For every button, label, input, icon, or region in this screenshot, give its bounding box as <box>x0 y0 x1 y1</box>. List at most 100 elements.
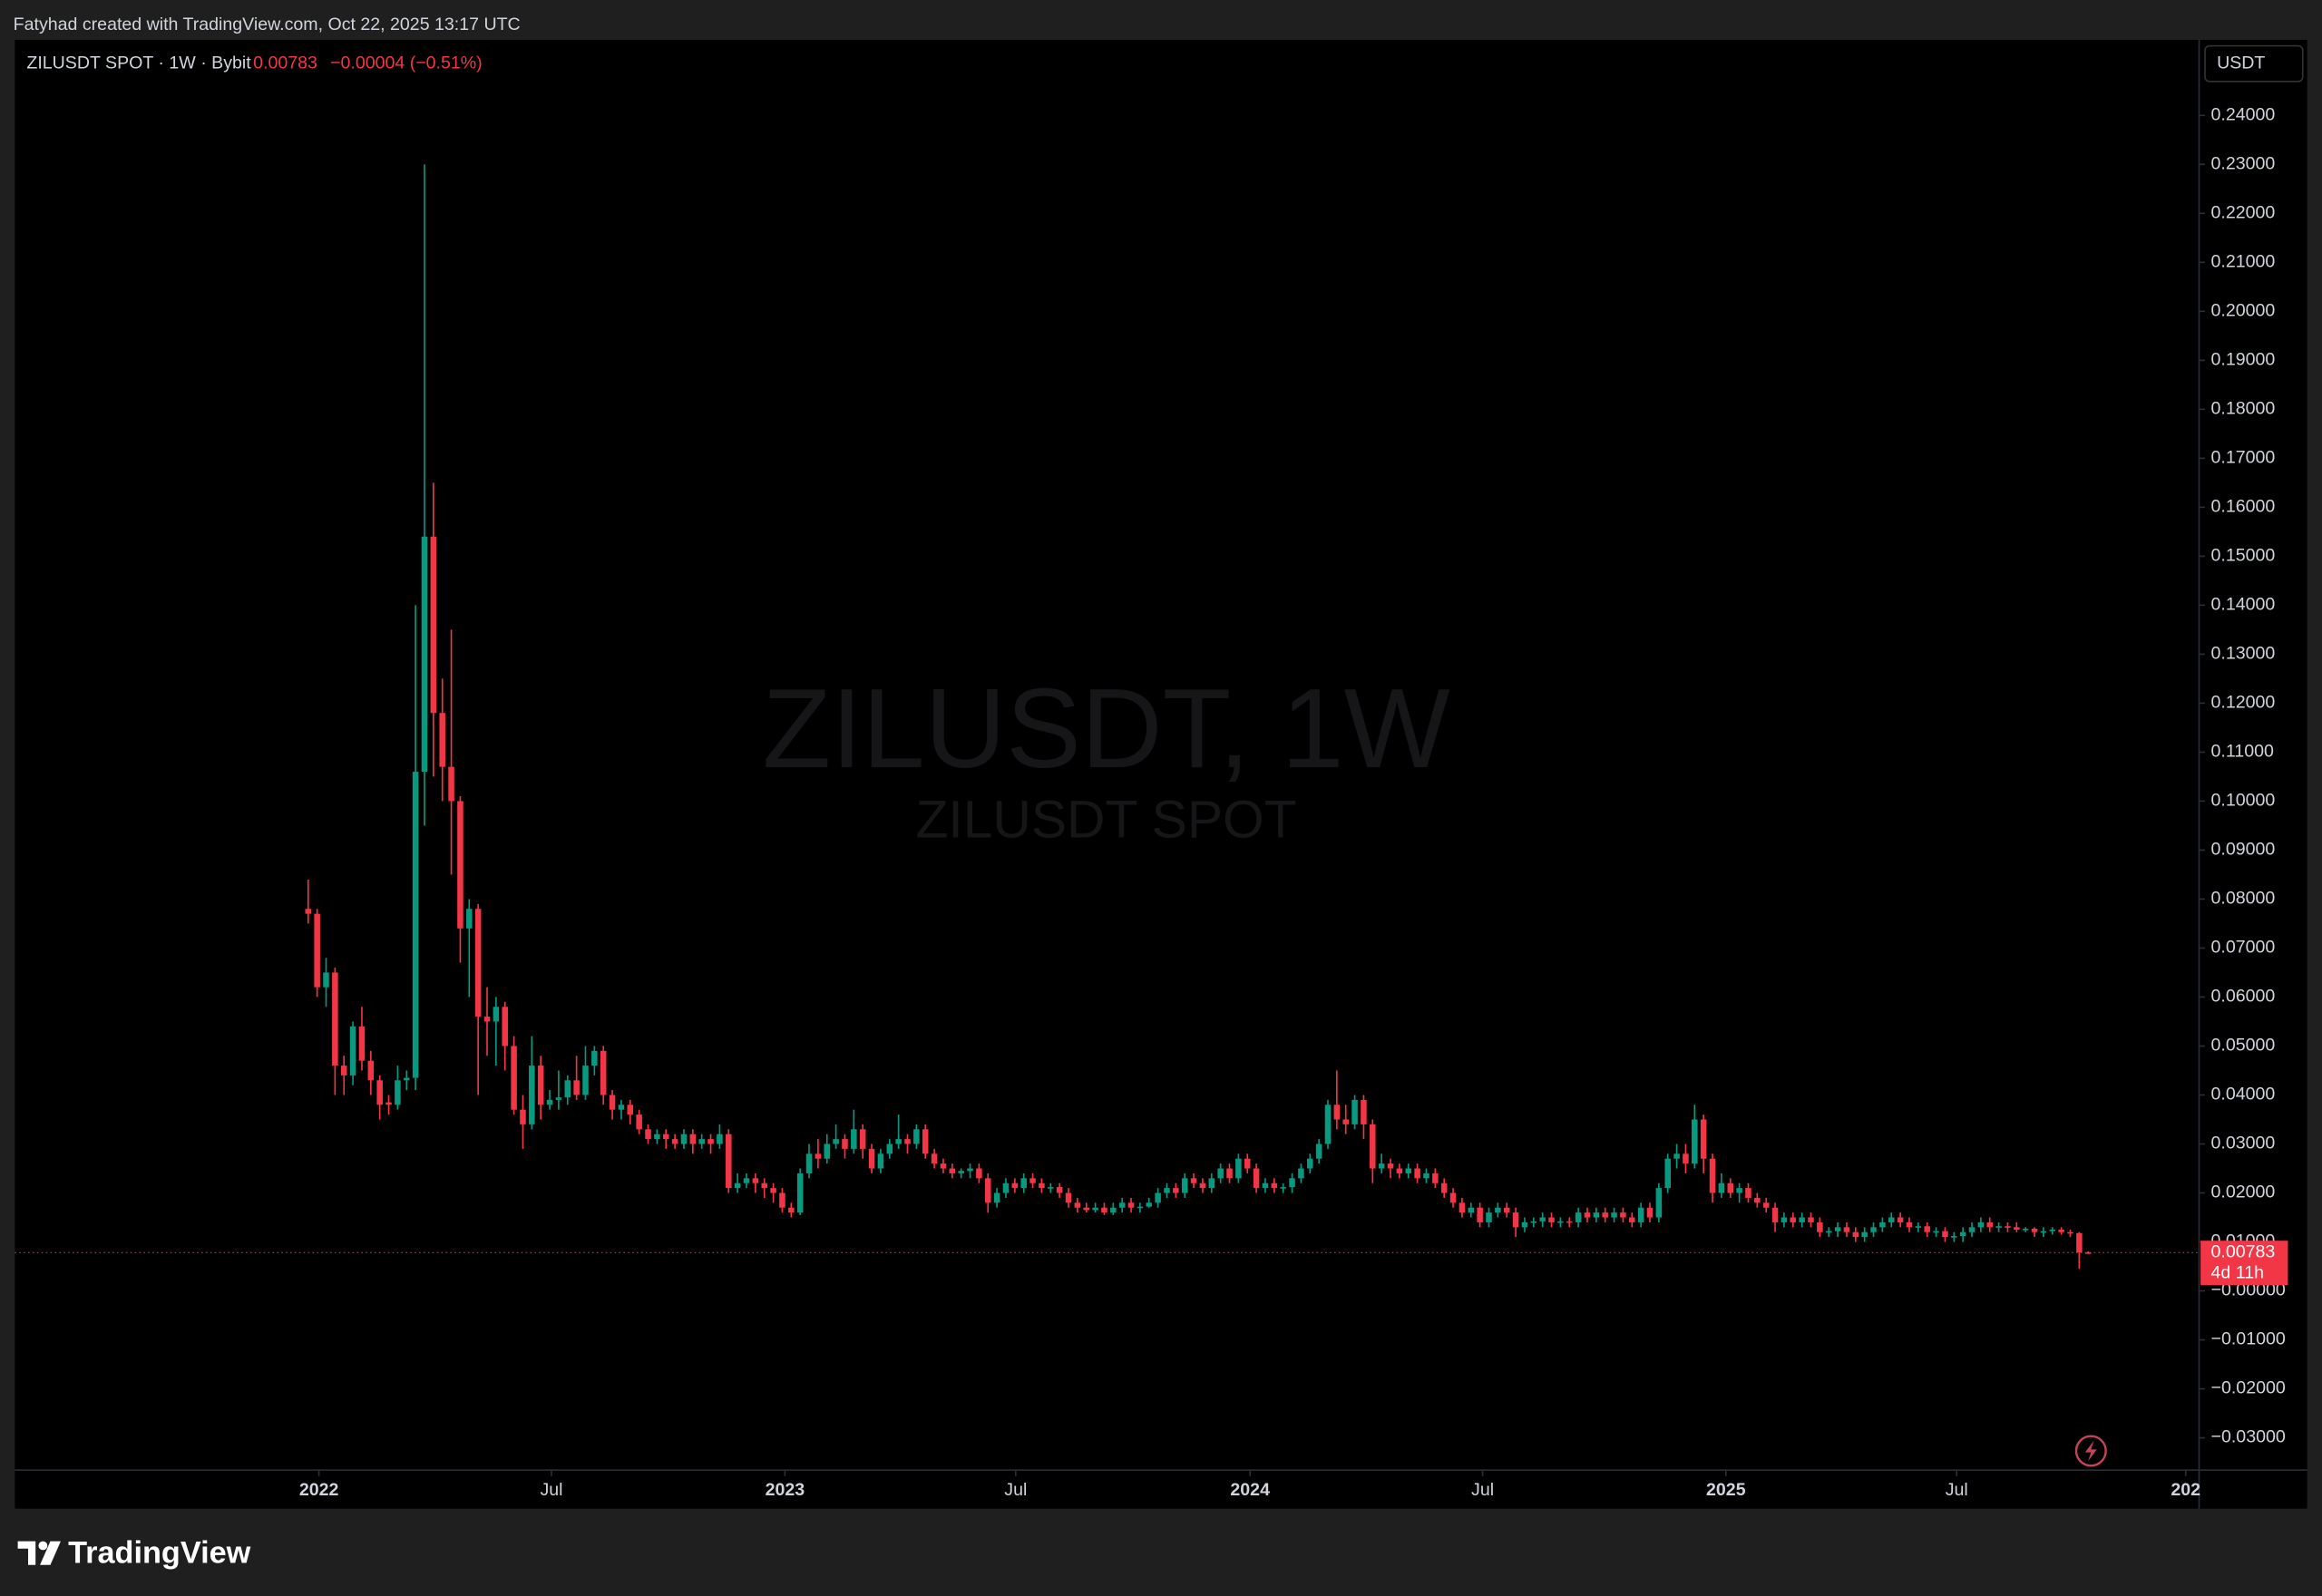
candle-body <box>367 1060 375 1081</box>
candle-body <box>609 1095 616 1110</box>
candle-body <box>1861 1231 1868 1238</box>
candle-body <box>984 1178 991 1203</box>
candle-body <box>529 1066 535 1124</box>
candle-body <box>726 1134 732 1189</box>
logo-mark <box>17 1541 36 1565</box>
y-tick-label: 0.15000 <box>2211 546 2276 566</box>
y-tick-label: 0.10000 <box>2211 791 2276 811</box>
candle-body <box>1280 1187 1286 1189</box>
candle-body <box>555 1097 562 1100</box>
candle-body <box>1790 1217 1797 1222</box>
candle-body <box>1602 1212 1608 1218</box>
candle-body <box>1906 1221 1913 1228</box>
y-tick-label: 0.03000 <box>2211 1134 2276 1153</box>
y-tick-label: 0.11000 <box>2211 742 2274 762</box>
candle-body <box>1118 1202 1126 1208</box>
candle-body <box>1799 1217 1805 1222</box>
candle-body <box>1620 1212 1626 1218</box>
candle-body <box>1298 1168 1304 1179</box>
candle-body <box>582 1066 589 1095</box>
y-tick-label: 0.14000 <box>2211 595 2276 615</box>
candle-body <box>1683 1153 1689 1164</box>
candle-body <box>833 1139 839 1144</box>
candle-body <box>1262 1182 1269 1189</box>
candle-body <box>770 1188 776 1193</box>
candle-body <box>600 1050 607 1095</box>
candle-body <box>1593 1212 1600 1218</box>
candle-body <box>1512 1212 1519 1228</box>
candle-body <box>689 1134 697 1144</box>
candle-body <box>1843 1227 1850 1232</box>
candle-body <box>636 1114 642 1130</box>
candle-body <box>967 1168 973 1172</box>
candle-body <box>1924 1226 1930 1232</box>
candle-body <box>1584 1212 1591 1218</box>
candle-body <box>976 1168 982 1179</box>
candle-body <box>1692 1119 1698 1164</box>
currency-box[interactable] <box>2204 44 2304 83</box>
candle-body <box>2005 1226 2011 1228</box>
candle-body <box>1557 1221 1564 1223</box>
candle-body <box>457 801 463 929</box>
alert-icon-bolt <box>2084 1440 2097 1462</box>
candle-body <box>1387 1163 1394 1169</box>
candle-body <box>1995 1226 2002 1228</box>
candle-body <box>1888 1217 1895 1222</box>
candle-body <box>743 1178 750 1183</box>
y-tick-label: 0.02000 <box>2211 1182 2276 1202</box>
candle-body <box>886 1143 893 1154</box>
candle-body <box>1611 1212 1617 1218</box>
credit: Fatyhad created with TradingView.com, Oc… <box>14 15 521 34</box>
candle-body <box>591 1050 598 1066</box>
candle-body <box>949 1168 956 1173</box>
candle-body <box>502 1007 508 1046</box>
candle-body <box>824 1143 830 1159</box>
y-tick-label: −0.02000 <box>2211 1378 2286 1398</box>
candle-body <box>1307 1158 1313 1169</box>
candle-body <box>1664 1158 1671 1189</box>
candle-body <box>1968 1227 1976 1232</box>
logo-mark-dot <box>38 1541 48 1551</box>
candle-body <box>358 1026 366 1061</box>
candle-body <box>1101 1207 1107 1213</box>
y-tick-label: 0.23000 <box>2211 153 2276 173</box>
candle-body <box>1879 1221 1886 1228</box>
x-tick-label: Jul <box>1471 1480 1494 1500</box>
candle-body <box>1137 1206 1144 1209</box>
currency[interactable]: USDT <box>2217 53 2265 73</box>
x-tick-label: Jul <box>1004 1480 1027 1500</box>
y-tick-label: 0.09000 <box>2211 840 2276 860</box>
candle-body <box>895 1139 902 1144</box>
candle-body <box>1486 1212 1492 1222</box>
candle-body <box>851 1129 857 1149</box>
candle-body <box>1655 1188 1663 1218</box>
price-tag-box <box>2200 1241 2288 1286</box>
candle-body <box>1530 1221 1537 1223</box>
candle-body <box>1629 1217 1635 1222</box>
candle-body <box>1333 1105 1341 1120</box>
candle-body <box>2076 1232 2083 1253</box>
candle-body <box>395 1080 401 1105</box>
alert-icon[interactable] <box>2074 1435 2107 1467</box>
candle-body <box>1074 1202 1081 1208</box>
candle-body <box>2022 1228 2029 1231</box>
candle-body <box>1495 1207 1501 1213</box>
candle-body <box>340 1066 347 1075</box>
candle-body <box>1029 1178 1036 1183</box>
candle-body <box>546 1099 553 1105</box>
candle-body <box>1548 1217 1555 1222</box>
candle-body <box>2058 1230 2064 1232</box>
plot-frame <box>15 40 2307 1509</box>
candle-body <box>1754 1197 1761 1203</box>
candle-body <box>1700 1119 1707 1159</box>
price-tag-value: 0.00783 <box>2211 1241 2276 1261</box>
candle-body <box>993 1192 1000 1203</box>
candle-body <box>1315 1143 1322 1159</box>
candle-body <box>564 1080 571 1098</box>
candle-body <box>717 1134 723 1144</box>
candle-body <box>520 1109 526 1124</box>
candle-body <box>842 1139 848 1149</box>
candle-body <box>1011 1182 1019 1189</box>
candle-body <box>1405 1168 1411 1173</box>
